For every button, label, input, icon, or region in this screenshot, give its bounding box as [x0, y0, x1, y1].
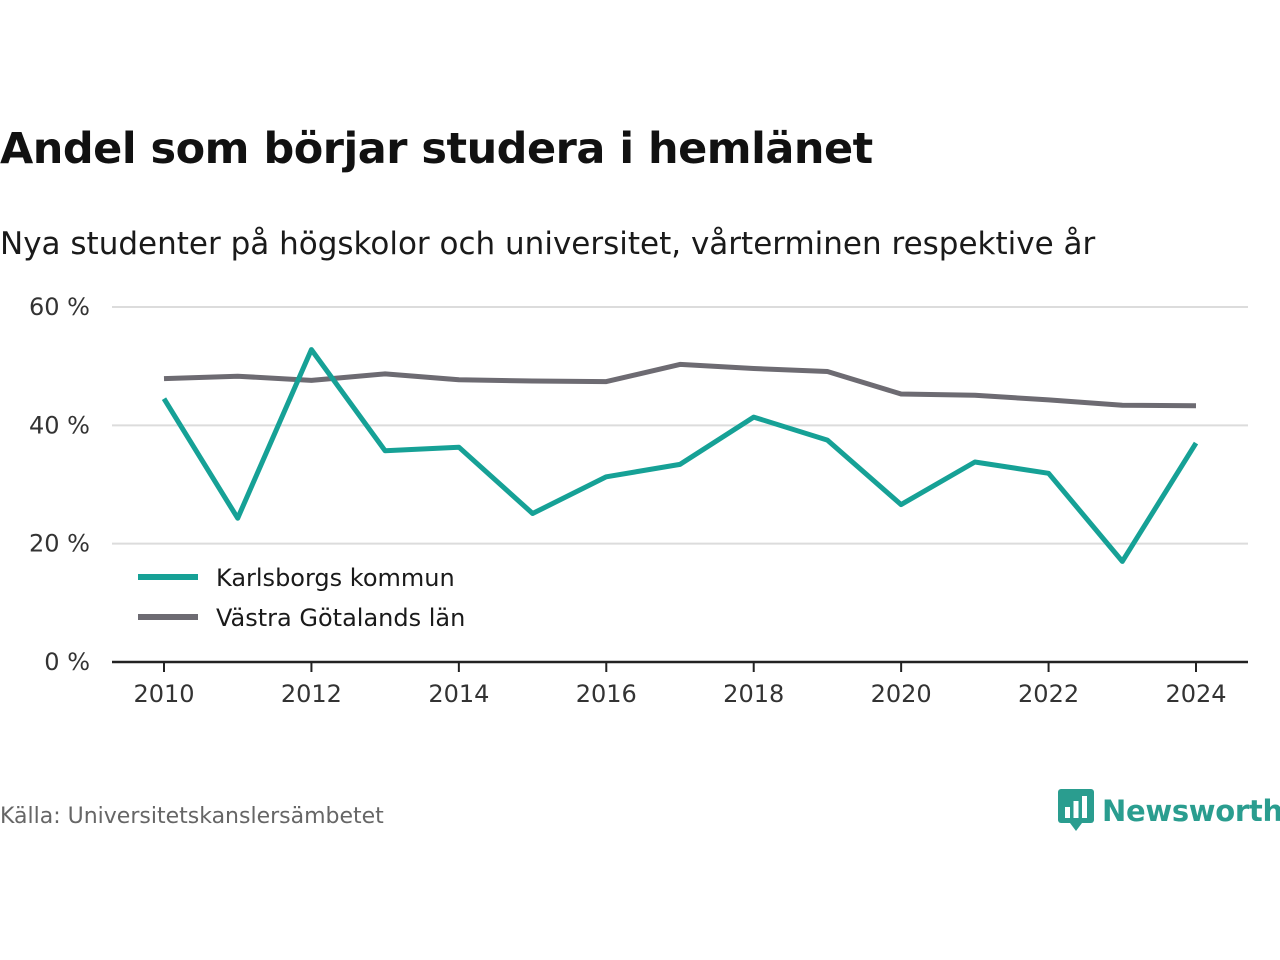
x-tick-label: 2018 [723, 680, 784, 708]
legend-label: Västra Götalands län [216, 604, 465, 632]
y-tick-label: 60 % [29, 293, 90, 321]
grid-lines [112, 306, 1248, 545]
series-lines [161, 347, 1199, 564]
y-tick-label: 40 % [29, 411, 90, 439]
x-tick-label: 2014 [428, 680, 489, 708]
x-tick-label: 2024 [1165, 680, 1226, 708]
x-tick-label: 2022 [1018, 680, 1079, 708]
line-chart: 0 % 20 % 40 % 60 % 2010 2012 2014 2016 2018 2020… [29, 293, 1248, 708]
x-tick-label: 2010 [133, 680, 194, 708]
x-tick-label: 2012 [281, 680, 342, 708]
y-tick-label: 0 % [44, 648, 90, 676]
chart-title: Andel som börjar studera i hemlänet [0, 124, 873, 174]
brand-name: Newsworthy [1102, 794, 1280, 828]
source-note: Källa: Universitetskanslersämbetet [0, 804, 384, 829]
series-line-karlsborgs-kommun [161, 347, 1199, 564]
series-line-v-stra-g-talands-l-n [163, 361, 1197, 409]
chart-subtitle: Nya studenter på högskolor och universit… [0, 226, 1096, 262]
y-axis-ticks: 0 % 20 % 40 % 60 % [29, 293, 90, 676]
brand-logo: Newsworthy [1058, 789, 1280, 833]
x-tick-label: 2020 [871, 680, 932, 708]
x-axis: 2010 2012 2014 2016 2018 2020 2022 2024 [112, 660, 1248, 708]
newsworthy-logo-icon [1058, 789, 1094, 831]
legend: Karlsborgs kommun Västra Götalands län [138, 564, 465, 632]
x-tick-label: 2016 [576, 680, 637, 708]
y-tick-label: 20 % [29, 530, 90, 558]
legend-label: Karlsborgs kommun [216, 564, 455, 592]
